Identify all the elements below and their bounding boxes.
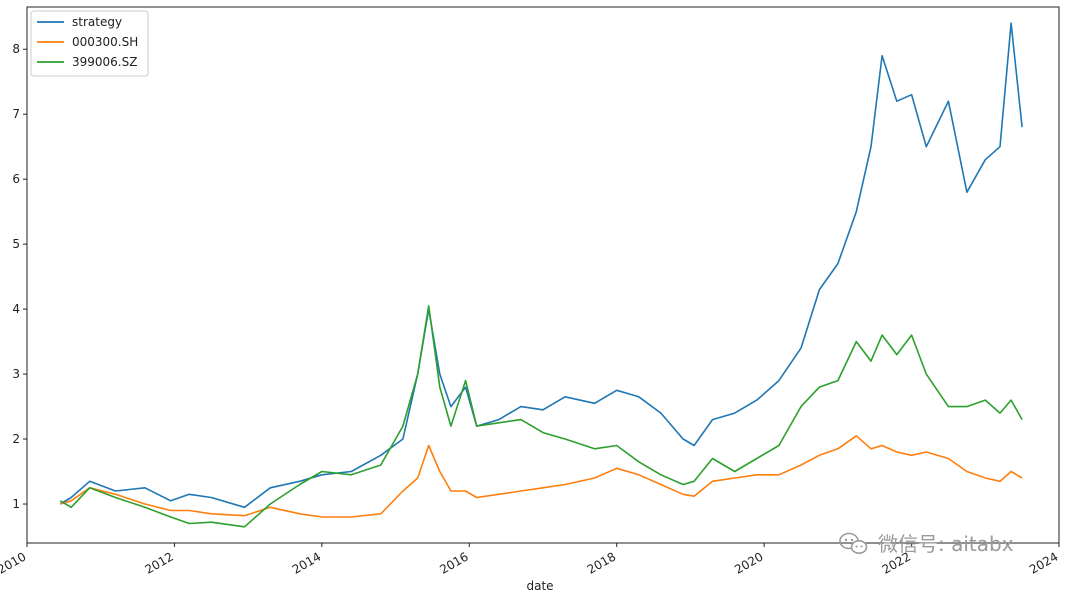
- plot-area: [59, 22, 1023, 528]
- y-tick-label: 6: [12, 172, 20, 186]
- legend-label: 399006.SZ: [72, 55, 137, 69]
- wechat-icon: [839, 532, 868, 554]
- x-axis-title: date: [526, 579, 553, 591]
- y-tick-label: 4: [12, 302, 20, 316]
- legend-label: 000300.SH: [72, 35, 138, 49]
- legend-label: strategy: [72, 15, 122, 29]
- legend-entries: strategy 000300.SH 399006.SZ: [37, 15, 138, 69]
- y-tick-label: 3: [12, 367, 20, 381]
- series-layer: [59, 22, 1023, 528]
- series-line-0: [59, 22, 1023, 509]
- watermark-text: 微信号: aitabx: [878, 532, 1014, 556]
- legend-box: [30, 10, 149, 77]
- series-line-2: [59, 305, 1023, 528]
- y-axis: 1 2 3 4 5 6 7 8: [12, 42, 27, 511]
- watermark: 微信号: aitabx: [839, 532, 1014, 556]
- legend: strategy 000300.SH 399006.SZ: [30, 10, 149, 77]
- y-tick-label: 1: [12, 497, 20, 511]
- y-tick-label: 2: [12, 432, 20, 446]
- series-line-1: [59, 434, 1023, 518]
- y-tick-label: 5: [12, 237, 20, 251]
- plot-frame: [26, 6, 1060, 544]
- y-tick-label: 7: [12, 107, 20, 121]
- y-tick-label: 8: [12, 42, 20, 56]
